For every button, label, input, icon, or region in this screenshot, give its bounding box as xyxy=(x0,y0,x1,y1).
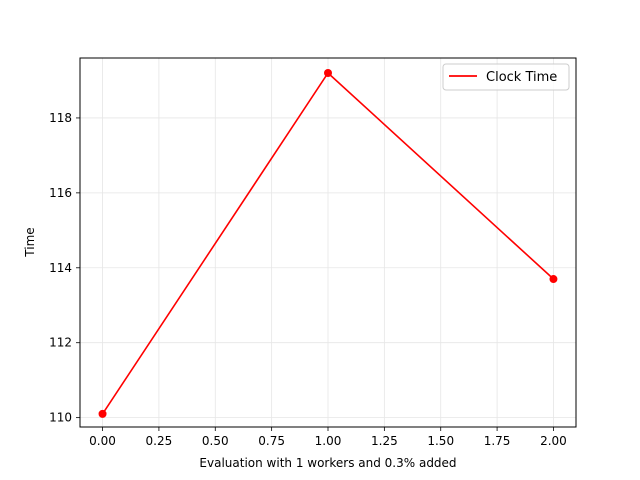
y-tick-label: 118 xyxy=(49,111,72,125)
y-axis-ticks: 110 112 114 116 118 xyxy=(49,111,80,425)
x-tick-label: 1.25 xyxy=(371,434,398,448)
data-point xyxy=(324,68,332,77)
x-tick-label: 1.50 xyxy=(427,434,454,448)
x-tick-label: 0.25 xyxy=(146,434,173,448)
legend: Clock Time xyxy=(442,63,570,91)
x-axis-label: Evaluation with 1 workers and 0.3% added xyxy=(199,456,456,470)
y-tick-label: 114 xyxy=(49,261,72,275)
legend-entry-clock-time: Clock Time xyxy=(486,70,557,85)
data-point xyxy=(549,275,558,284)
x-axis-ticks: 0.00 0.25 0.50 0.75 1.00 1.25 1.50 1.75 2.00 xyxy=(89,427,567,448)
grid xyxy=(80,58,576,427)
x-tick-label: 0.50 xyxy=(202,434,229,448)
x-tick-label: 2.00 xyxy=(540,434,567,448)
y-axis-label: Time xyxy=(23,227,37,257)
x-tick-label: 1.00 xyxy=(315,434,342,448)
series-layer xyxy=(98,68,558,418)
y-tick-label: 116 xyxy=(49,186,72,200)
x-tick-label: 0.75 xyxy=(258,434,285,448)
x-tick-label: 1.75 xyxy=(484,434,511,448)
x-tick-label: 0.00 xyxy=(89,434,116,448)
y-tick-label: 110 xyxy=(49,411,72,425)
y-tick-label: 112 xyxy=(49,336,72,350)
data-point xyxy=(98,409,107,418)
legend-box xyxy=(442,63,570,91)
